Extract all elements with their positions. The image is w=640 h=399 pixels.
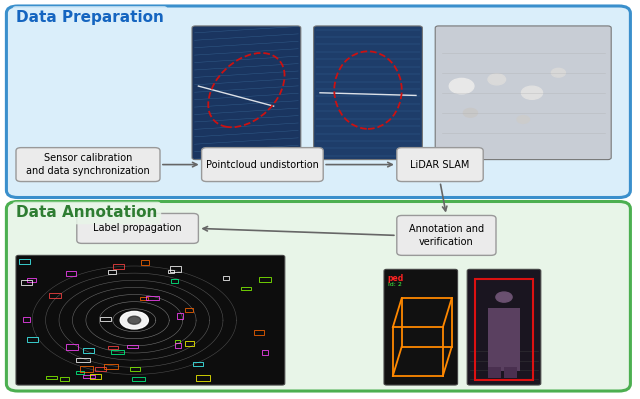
Bar — [196, 375, 210, 381]
Bar — [131, 367, 140, 371]
Bar — [76, 358, 90, 362]
Circle shape — [120, 311, 148, 329]
FancyBboxPatch shape — [16, 255, 285, 385]
FancyBboxPatch shape — [202, 148, 323, 182]
Bar — [76, 371, 84, 374]
Bar — [132, 377, 145, 381]
Circle shape — [463, 109, 477, 117]
Bar — [27, 278, 36, 282]
Bar — [83, 375, 95, 378]
Circle shape — [517, 116, 529, 123]
Text: Sensor calibration
and data synchronization: Sensor calibration and data synchronizat… — [26, 153, 150, 176]
FancyBboxPatch shape — [314, 26, 422, 160]
Bar — [168, 269, 174, 273]
Bar — [141, 260, 148, 265]
Bar — [28, 337, 38, 342]
Circle shape — [488, 74, 506, 85]
Bar — [259, 277, 271, 282]
Bar — [170, 266, 181, 272]
Bar — [254, 330, 264, 336]
Text: Pointcloud undistortion: Pointcloud undistortion — [206, 160, 319, 170]
Text: Label propagation: Label propagation — [93, 223, 182, 233]
Bar — [193, 362, 204, 366]
Bar — [241, 287, 252, 290]
Bar — [474, 279, 533, 380]
Text: Data Annotation: Data Annotation — [16, 205, 157, 221]
FancyBboxPatch shape — [397, 148, 483, 182]
Bar — [66, 271, 76, 276]
Text: Annotation and
verification: Annotation and verification — [409, 224, 484, 247]
Bar — [79, 366, 93, 372]
FancyBboxPatch shape — [384, 269, 458, 385]
Bar — [111, 350, 124, 354]
Bar — [49, 293, 61, 298]
Bar — [186, 308, 193, 312]
Bar — [262, 350, 268, 355]
FancyBboxPatch shape — [435, 26, 611, 160]
Bar — [23, 317, 31, 322]
Bar — [177, 313, 183, 319]
Bar — [172, 279, 178, 283]
Text: LiDAR SLAM: LiDAR SLAM — [410, 160, 470, 170]
Bar — [488, 367, 501, 378]
FancyBboxPatch shape — [467, 269, 541, 385]
Bar — [184, 341, 195, 346]
Bar — [83, 348, 94, 354]
FancyBboxPatch shape — [192, 26, 301, 160]
Bar — [19, 259, 30, 264]
Bar — [95, 367, 106, 371]
Bar — [60, 377, 69, 381]
Bar — [104, 363, 118, 369]
Text: Data Preparation: Data Preparation — [16, 10, 164, 25]
Bar — [46, 375, 57, 379]
Bar — [67, 344, 77, 350]
Bar — [146, 296, 159, 300]
Text: id: 2: id: 2 — [388, 282, 402, 288]
Circle shape — [496, 292, 512, 302]
FancyBboxPatch shape — [16, 148, 160, 182]
Bar — [127, 345, 138, 348]
Bar — [108, 346, 118, 350]
FancyBboxPatch shape — [6, 6, 630, 198]
FancyBboxPatch shape — [397, 215, 496, 255]
Bar — [90, 374, 101, 379]
Circle shape — [449, 79, 474, 94]
Circle shape — [552, 68, 566, 77]
Bar — [108, 269, 116, 275]
Bar — [175, 340, 180, 344]
Bar — [488, 308, 520, 371]
Bar — [223, 276, 228, 280]
Text: ped: ped — [388, 274, 404, 283]
Circle shape — [522, 86, 543, 99]
Circle shape — [128, 316, 141, 324]
Bar — [100, 317, 111, 321]
Bar — [20, 280, 32, 285]
Bar — [175, 344, 181, 348]
Bar — [140, 297, 148, 300]
FancyBboxPatch shape — [77, 213, 198, 243]
Bar — [113, 265, 124, 269]
Bar — [504, 367, 517, 378]
FancyBboxPatch shape — [6, 201, 630, 391]
